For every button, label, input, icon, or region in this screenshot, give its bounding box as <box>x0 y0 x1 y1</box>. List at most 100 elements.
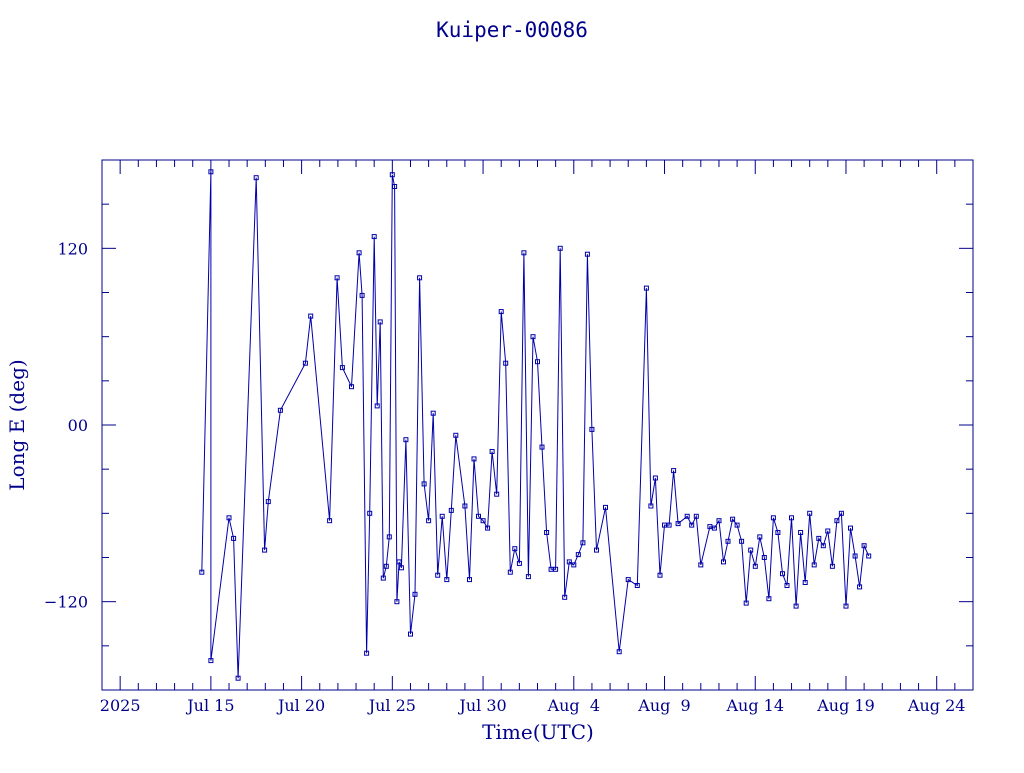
y-tick-label: 00 <box>68 416 88 435</box>
data-point <box>584 251 590 257</box>
data-point <box>448 507 454 513</box>
data-point <box>199 569 205 575</box>
data-point <box>359 292 365 298</box>
data-point <box>377 319 383 325</box>
data-point <box>476 513 481 519</box>
data-point <box>829 563 835 569</box>
data-point <box>784 583 790 588</box>
data-point <box>535 359 540 365</box>
data-point <box>761 555 767 560</box>
data-point <box>652 475 658 481</box>
data-point <box>580 540 586 546</box>
x-tick-label: Jul 20 <box>276 696 325 715</box>
data-point <box>820 543 826 549</box>
data-point <box>557 245 563 251</box>
data-point <box>798 530 804 535</box>
data-point <box>525 574 531 580</box>
data-point <box>471 456 477 462</box>
data-point <box>825 528 831 534</box>
data-point <box>389 172 395 178</box>
data-point <box>467 577 472 583</box>
data-point <box>811 562 817 568</box>
data-point <box>603 504 608 510</box>
data-point <box>721 559 726 565</box>
data-point <box>480 518 486 524</box>
data-point <box>852 553 858 559</box>
data-point <box>843 603 849 609</box>
data-point <box>392 184 398 189</box>
data-point <box>711 525 717 531</box>
data-point <box>417 275 423 281</box>
plot-area <box>199 169 872 681</box>
data-point <box>780 571 785 577</box>
data-point <box>770 515 776 521</box>
data-point <box>453 432 459 438</box>
data-point <box>748 547 754 553</box>
x-tick-label: Aug 19 <box>816 696 875 715</box>
data-point <box>327 518 333 524</box>
data-point <box>485 525 491 531</box>
data-point <box>675 521 681 527</box>
y-tick-label: −120 <box>44 593 88 612</box>
data-point <box>757 534 763 540</box>
x-tick-label: Jul 15 <box>185 696 234 715</box>
data-point <box>394 599 400 605</box>
data-point <box>516 560 522 566</box>
data-point <box>566 559 572 565</box>
data-point <box>698 562 704 568</box>
data-point <box>503 360 509 366</box>
data-point <box>752 563 758 569</box>
data-point <box>834 518 840 524</box>
data-point <box>816 535 822 541</box>
data-point <box>421 481 427 487</box>
data-point <box>494 491 500 497</box>
data-point <box>575 552 581 558</box>
data-point <box>462 503 468 509</box>
data-point <box>231 535 237 541</box>
data-point <box>412 591 418 597</box>
data-point <box>648 503 654 509</box>
data-point <box>616 649 622 655</box>
data-point <box>364 650 370 656</box>
data-point <box>444 577 450 583</box>
data-point <box>689 522 695 528</box>
data-point <box>662 522 667 528</box>
tick-labels: 120 00 −120 2025 Jul 15 Jul 20 Jul 25 Jul 30 Aug… <box>44 239 965 715</box>
x-tick-label: 2025 <box>100 696 141 715</box>
data-point <box>802 580 808 585</box>
x-tick-label: Aug 24 <box>907 696 966 715</box>
data-point <box>356 250 362 256</box>
data-point <box>789 515 794 521</box>
data-point <box>235 675 241 681</box>
data-point <box>693 513 699 519</box>
data-point <box>367 510 373 516</box>
data-point <box>512 546 518 552</box>
series-line <box>201 171 870 679</box>
plot-frame <box>101 159 974 691</box>
data-point <box>403 437 409 443</box>
data-point <box>430 410 436 416</box>
x-tick-label: Aug 14 <box>725 696 784 715</box>
data-point <box>339 365 345 371</box>
data-point <box>807 510 813 516</box>
data-point <box>848 525 853 531</box>
data-point <box>489 449 495 454</box>
data-point <box>383 563 389 569</box>
data-point <box>793 603 799 609</box>
data-point <box>725 538 731 544</box>
data-point <box>625 577 631 583</box>
x-tick-label: Aug 4 <box>547 696 600 715</box>
data-point <box>666 522 672 528</box>
data-point <box>349 384 354 390</box>
data-point <box>539 444 545 450</box>
data-point <box>684 513 690 519</box>
data-point <box>739 538 745 544</box>
data-point <box>716 518 722 524</box>
data-point <box>277 407 283 413</box>
data-point <box>302 360 308 366</box>
x-axis-label: Time(UTC) <box>482 720 594 744</box>
data-point <box>743 600 749 606</box>
data-point <box>386 534 392 540</box>
data-point <box>374 403 380 409</box>
